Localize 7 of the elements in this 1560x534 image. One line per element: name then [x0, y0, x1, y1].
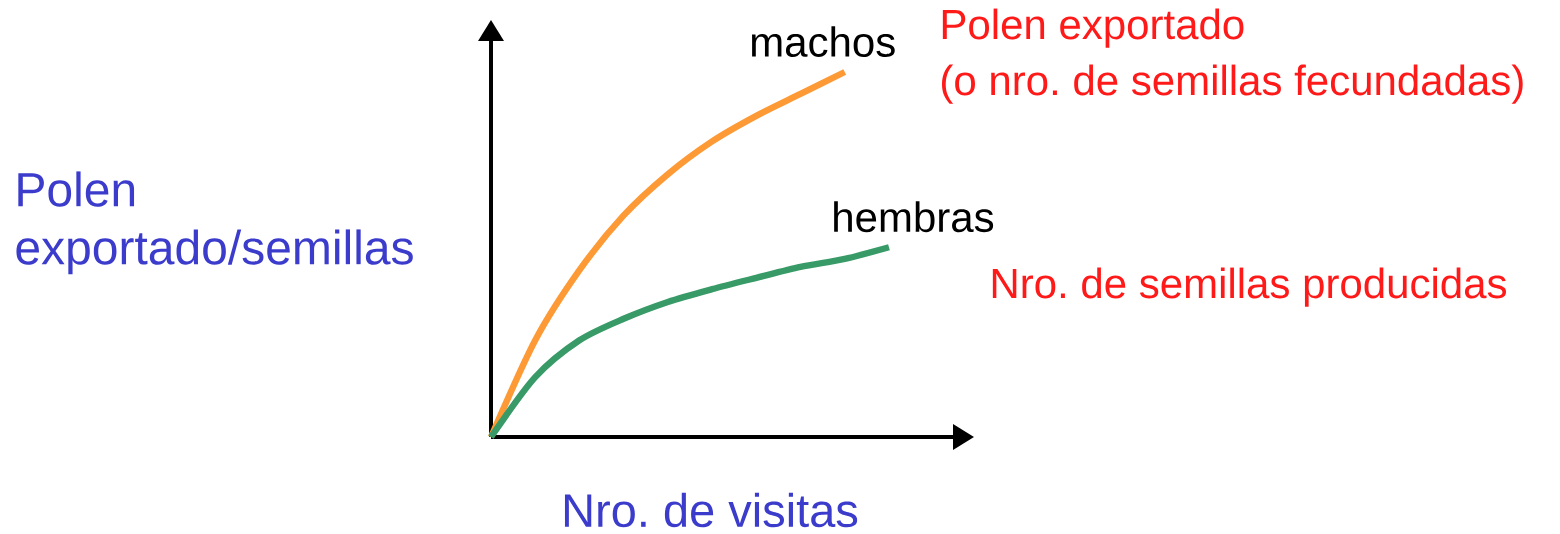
annotation: (o nro. de semillas fecundadas)	[942, 64, 1523, 104]
text: Polen exportado	[942, 8, 1244, 48]
series-label: machos	[751, 26, 895, 58]
text: Nro. de semillas producidas	[992, 267, 1506, 307]
y-axis-title: Polen exportado/semillas	[16, 171, 413, 275]
x-axis-title: Nro. de visitas	[564, 492, 858, 528]
series-label: hembras	[834, 201, 994, 233]
